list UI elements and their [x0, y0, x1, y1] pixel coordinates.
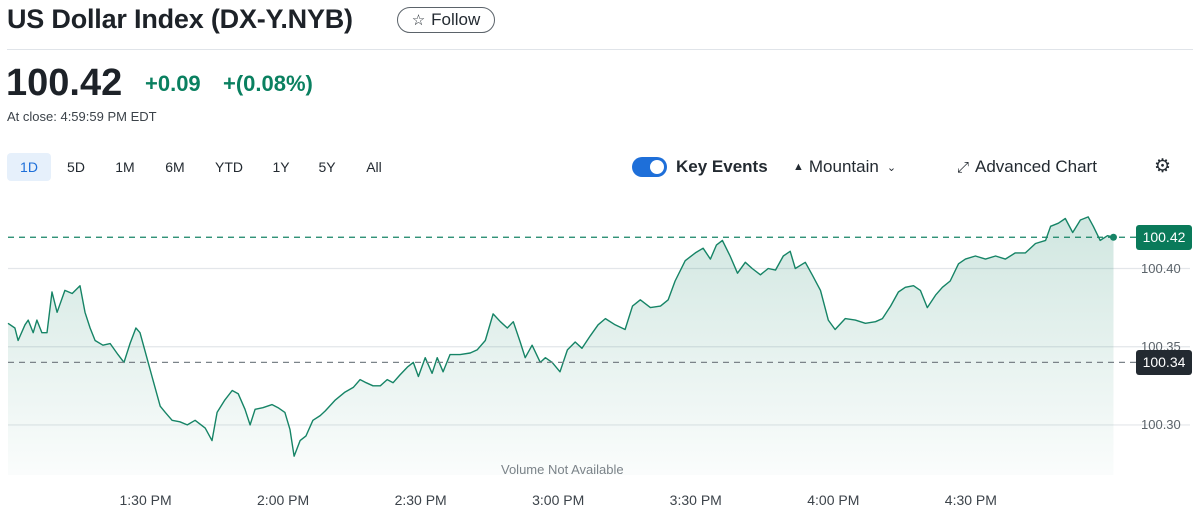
- close-time: At close: 4:59:59 PM EDT: [7, 109, 157, 124]
- toggle-knob: [650, 160, 664, 174]
- follow-button[interactable]: ☆ Follow: [397, 7, 495, 33]
- expand-icon: ⤢: [957, 158, 970, 176]
- range-tab-1d[interactable]: 1D: [7, 153, 51, 181]
- volume-note: Volume Not Available: [501, 462, 624, 477]
- current-price: 100.42: [6, 62, 123, 104]
- divider: [7, 49, 1193, 50]
- star-icon: ☆: [411, 12, 426, 29]
- key-events-label[interactable]: Key Events: [676, 157, 768, 176]
- price-change: +0.09: [145, 71, 201, 96]
- advanced-chart-label: Advanced Chart: [975, 157, 1097, 176]
- advanced-chart-button[interactable]: ⤢ Advanced Chart: [957, 157, 1097, 177]
- price-area: [8, 216, 1114, 475]
- x-tick-label: 2:00 PM: [257, 492, 310, 508]
- page-title: US Dollar Index (DX-Y.NYB): [7, 4, 353, 34]
- price-line: [7, 216, 1114, 457]
- x-tick-label: 1:30 PM: [119, 492, 172, 508]
- range-tab-ytd[interactable]: YTD: [215, 159, 243, 175]
- mountain-icon: ▲: [793, 161, 804, 173]
- range-tab-5y[interactable]: 5Y: [318, 159, 336, 175]
- x-tick-label: 3:00 PM: [532, 492, 585, 508]
- settings-gear-icon[interactable]: ⚙: [1154, 156, 1172, 177]
- current-price-badge: 100.42: [1136, 224, 1192, 250]
- x-tick-label: 3:30 PM: [669, 492, 722, 508]
- x-tick-label: 4:30 PM: [944, 492, 997, 508]
- key-events-toggle[interactable]: [632, 157, 667, 177]
- range-tab-1m[interactable]: 1M: [115, 159, 135, 175]
- y-tick-label: 100.30: [1141, 416, 1181, 432]
- previous-close-badge: 100.34: [1136, 349, 1192, 375]
- x-tick-label: 4:00 PM: [807, 492, 860, 508]
- chart-type-label: Mountain: [808, 157, 879, 176]
- price-change-percent: +(0.08%): [223, 71, 313, 96]
- x-tick-label: 2:30 PM: [394, 492, 447, 508]
- range-tab-all[interactable]: All: [366, 159, 382, 175]
- range-tab-1y[interactable]: 1Y: [272, 159, 290, 175]
- chevron-down-icon: ⌄: [886, 161, 897, 174]
- chart-type-dropdown[interactable]: ▲ Mountain ⌄: [793, 157, 896, 177]
- last-price-dot: [1109, 233, 1117, 241]
- range-tab-5d[interactable]: 5D: [67, 159, 85, 175]
- range-tab-6m[interactable]: 6M: [165, 159, 185, 175]
- follow-label: Follow: [431, 10, 481, 29]
- y-tick-label: 100.40: [1141, 260, 1181, 276]
